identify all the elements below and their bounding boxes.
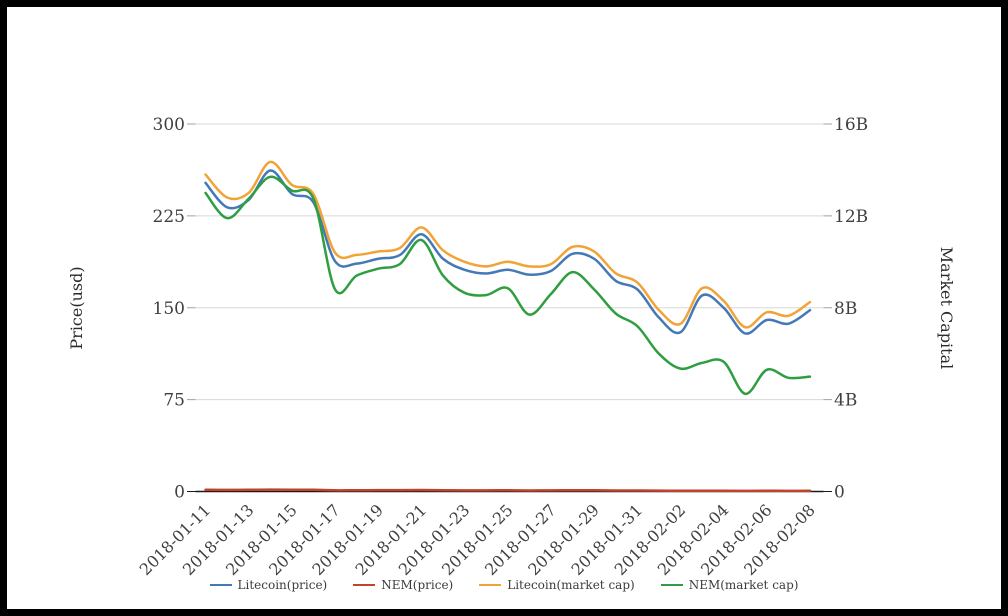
legend-label: NEM(market cap)	[688, 578, 799, 592]
y-tick-label-right: 8B	[834, 299, 857, 319]
legend-label: Litecoin(price)	[237, 578, 328, 592]
series-line-litecoin-market-cap	[204, 160, 812, 329]
y-axis-right-title: Market Capital	[937, 247, 956, 369]
series-line-nem-market-cap	[204, 175, 812, 396]
y-tick-label-left: 300	[153, 115, 185, 135]
legend-swatch-icon	[353, 584, 376, 586]
y-tick-label-left: 75	[163, 391, 185, 411]
y-tick-label-left: 225	[153, 207, 185, 227]
x-axis-labels: 2018-01-112018-01-132018-01-152018-01-17…	[136, 500, 819, 579]
legend-item-litecoin-price[interactable]: Litecoin(price)	[209, 578, 328, 592]
legend-item-litecoin-market-cap[interactable]: Litecoin(market cap)	[479, 578, 635, 592]
legend-swatch-icon	[209, 584, 232, 586]
y-axis-right-labels: 16B 12B 8B 4B 0	[834, 115, 868, 503]
legend-swatch-icon	[479, 584, 502, 586]
legend-item-nem-market-cap[interactable]: NEM(market cap)	[660, 578, 799, 592]
series-line-nem-price	[204, 488, 812, 493]
y-tick-label-right: 12B	[834, 207, 868, 227]
y-tick-label-right: 4B	[834, 391, 857, 411]
legend-swatch-icon	[660, 584, 683, 586]
y-tick-label-right: 16B	[834, 115, 868, 135]
y-tick-label-left: 0	[174, 483, 185, 503]
series-lines	[204, 160, 812, 493]
y-axis-left-title: Price(usd)	[67, 266, 86, 349]
y-tick-label-right: 0	[834, 483, 845, 503]
legend-label: NEM(price)	[381, 578, 454, 592]
y-axis-left-labels: 300 225 150 75 0	[153, 115, 185, 503]
legend-label: Litecoin(market cap)	[507, 578, 635, 592]
legend: Litecoin(price) NEM(price) Litecoin(market…	[7, 578, 1001, 592]
axis-ticks	[187, 123, 832, 492]
y-tick-label-left: 150	[153, 299, 185, 319]
series-line-litecoin-price	[204, 169, 812, 335]
legend-item-nem-price[interactable]: NEM(price)	[353, 578, 453, 592]
